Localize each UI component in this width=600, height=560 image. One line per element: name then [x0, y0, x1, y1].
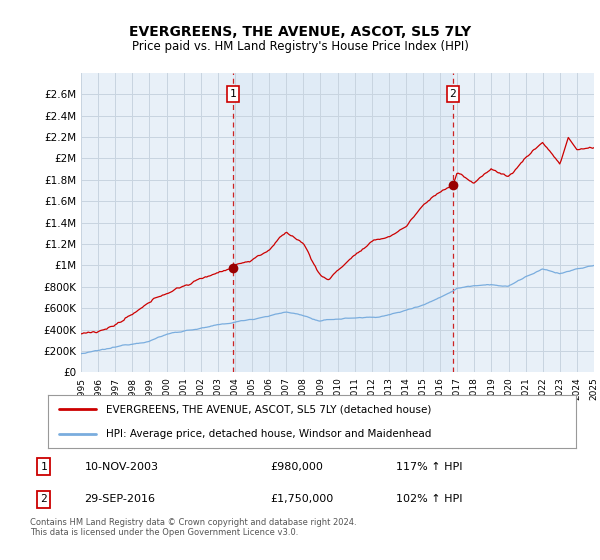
Text: 2: 2 — [449, 89, 457, 99]
Text: Price paid vs. HM Land Registry's House Price Index (HPI): Price paid vs. HM Land Registry's House … — [131, 40, 469, 53]
Text: £980,000: £980,000 — [270, 461, 323, 472]
Text: 1: 1 — [40, 461, 47, 472]
Text: £1,750,000: £1,750,000 — [270, 494, 334, 505]
Text: 117% ↑ HPI: 117% ↑ HPI — [396, 461, 463, 472]
Text: 1: 1 — [229, 89, 236, 99]
Text: 102% ↑ HPI: 102% ↑ HPI — [396, 494, 463, 505]
Text: 10-NOV-2003: 10-NOV-2003 — [85, 461, 158, 472]
Text: EVERGREENS, THE AVENUE, ASCOT, SL5 7LY: EVERGREENS, THE AVENUE, ASCOT, SL5 7LY — [129, 25, 471, 39]
Text: 29-SEP-2016: 29-SEP-2016 — [85, 494, 155, 505]
Bar — [233, 73, 453, 372]
Text: EVERGREENS, THE AVENUE, ASCOT, SL5 7LY (detached house): EVERGREENS, THE AVENUE, ASCOT, SL5 7LY (… — [106, 404, 431, 414]
Text: 2: 2 — [40, 494, 47, 505]
Text: HPI: Average price, detached house, Windsor and Maidenhead: HPI: Average price, detached house, Wind… — [106, 428, 431, 438]
Text: Contains HM Land Registry data © Crown copyright and database right 2024.
This d: Contains HM Land Registry data © Crown c… — [30, 518, 356, 538]
